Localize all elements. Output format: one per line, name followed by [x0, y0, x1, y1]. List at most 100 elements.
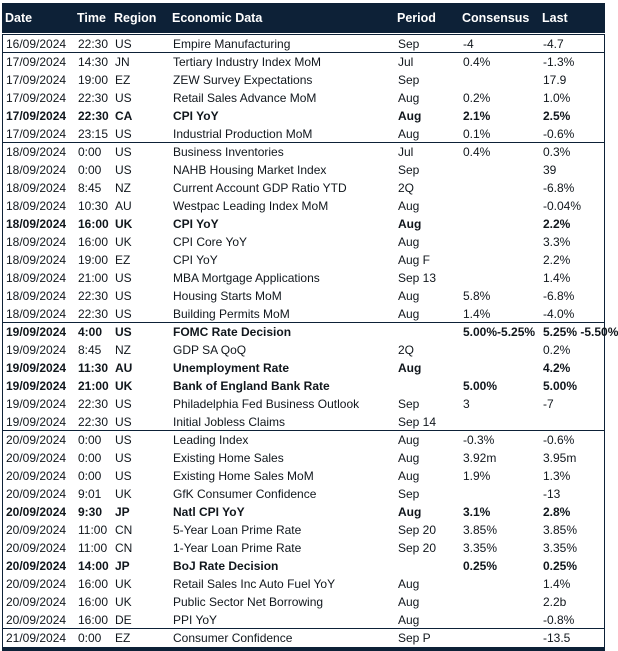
cell-consensus: -0.3% [463, 433, 495, 447]
cell-time: 22:30 [78, 109, 109, 123]
table-row: 17/09/2024 19:00 EZ ZEW Survey Expectations… [3, 71, 604, 89]
cell-period: Aug F [398, 253, 431, 267]
table-row: 19/09/2024 4:00 US FOMC Rate Decision 5.00%-… [3, 323, 618, 341]
cell-region: US [115, 271, 132, 285]
column-header-region: Region [114, 11, 157, 25]
cell-last: 39 [543, 163, 557, 177]
cell-date: 18/09/2024 [6, 289, 67, 303]
cell-date: 19/09/2024 [6, 325, 67, 339]
cell-date: 19/09/2024 [6, 361, 67, 375]
cell-time: 16:00 [78, 235, 109, 249]
cell-date: 16/09/2024 [6, 36, 67, 51]
cell-date: 18/09/2024 [6, 163, 67, 177]
cell-date: 18/09/2024 [6, 235, 67, 249]
cell-region: US [115, 126, 132, 141]
cell-last: 3.85% [543, 523, 578, 537]
cell-region: US [115, 289, 132, 303]
cell-time: 9:01 [78, 487, 102, 501]
cell-time: 23:15 [78, 126, 109, 141]
cell-last: 1.4% [543, 577, 571, 591]
table-row: 18/09/2024 22:30 US Building Permits MoM Aug… [3, 305, 604, 323]
cell-consensus: 3 [463, 397, 470, 411]
cell-date: 19/09/2024 [6, 397, 67, 411]
cell-period: Aug [398, 199, 420, 213]
table-row: 19/09/2024 11:30 AU Unemployment Rate Aug 4.2… [3, 359, 604, 377]
cell-last: 4.2% [543, 361, 571, 375]
cell-region: US [115, 145, 132, 159]
cell-time: 8:45 [78, 181, 102, 195]
cell-time: 0:00 [78, 631, 102, 645]
cell-event: Unemployment Rate [173, 361, 290, 375]
cell-period: Sep [398, 163, 420, 177]
cell-event: FOMC Rate Decision [173, 325, 292, 339]
cell-last: 17.9 [543, 73, 567, 87]
cell-time: 14:00 [78, 559, 109, 573]
cell-period: Sep 20 [398, 523, 437, 537]
cell-consensus: 0.25% [463, 559, 498, 573]
cell-last: -7 [543, 397, 554, 411]
column-header-last: Last [542, 11, 568, 25]
cell-region: US [115, 414, 132, 429]
cell-event: CPI YoY [173, 217, 219, 231]
cell-time: 16:00 [78, 577, 109, 591]
cell-event: Retail Sales Inc Auto Fuel YoY [173, 577, 336, 591]
cell-date: 19/09/2024 [6, 379, 67, 393]
cell-time: 14:30 [78, 55, 109, 69]
cell-last: 2.5% [543, 109, 571, 123]
cell-time: 22:30 [78, 91, 109, 105]
table-header-row: Date Time Region Economic Data Period Co… [2, 3, 605, 33]
cell-event: Tertiary Industry Index MoM [173, 55, 322, 69]
cell-date: 20/09/2024 [6, 451, 67, 465]
cell-event: Westpac Leading Index MoM [173, 199, 329, 213]
cell-consensus: 0.4% [463, 55, 491, 69]
cell-last: 5.25% -5.50% [543, 325, 618, 339]
economic-calendar-table: Date Time Region Economic Data Period Co… [2, 3, 618, 651]
cell-region: EZ [115, 253, 131, 267]
cell-time: 19:00 [78, 73, 109, 87]
table-row: 18/09/2024 16:00 UK CPI YoY Aug 2.2% [3, 215, 604, 233]
cell-time: 11:30 [78, 361, 109, 375]
cell-region: US [115, 306, 132, 321]
cell-event: Leading Index [173, 433, 249, 447]
cell-region: US [115, 325, 132, 339]
cell-consensus: 3.1% [463, 505, 491, 519]
cell-region: EZ [115, 73, 131, 87]
cell-time: 22:30 [78, 414, 109, 429]
cell-region: US [115, 91, 132, 105]
cell-time: 22:30 [78, 36, 109, 51]
cell-consensus: 5.00%-5.25% [463, 325, 536, 339]
cell-period: Aug [398, 451, 420, 465]
cell-region: CN [115, 523, 133, 537]
cell-period: Aug [398, 235, 420, 249]
cell-event: ZEW Survey Expectations [173, 73, 313, 87]
cell-time: 0:00 [78, 145, 102, 159]
cell-last: 0.2% [543, 343, 571, 357]
cell-time: 0:00 [78, 433, 102, 447]
cell-consensus: 0.1% [463, 126, 491, 141]
cell-last: -6.8% [543, 181, 575, 195]
table-row: 19/09/2024 8:45 NZ GDP SA QoQ 2Q 0.2% [3, 341, 604, 359]
cell-consensus: 0.2% [463, 91, 491, 105]
cell-event: Housing Starts MoM [173, 289, 282, 303]
cell-last: 3.3% [543, 235, 571, 249]
cell-last: -13 [543, 487, 561, 501]
cell-last: 2.2b [543, 595, 567, 609]
cell-last: 2.2% [543, 217, 571, 231]
cell-time: 0:00 [78, 163, 102, 177]
cell-time: 16:00 [78, 217, 109, 231]
cell-time: 11:00 [78, 541, 108, 555]
cell-region: US [115, 163, 132, 177]
cell-last: 2.2% [543, 253, 571, 267]
cell-consensus: 5.00% [463, 379, 498, 393]
column-header-date: Date [5, 11, 33, 25]
cell-event: Current Account GDP Ratio YTD [173, 181, 347, 195]
cell-time: 16:00 [78, 612, 109, 627]
table-row: 20/09/2024 11:00 CN 5-Year Loan Prime Rate S… [3, 521, 604, 539]
cell-event: Existing Home Sales [173, 451, 284, 465]
cell-event: BoJ Rate Decision [173, 559, 279, 573]
cell-date: 20/09/2024 [6, 595, 67, 609]
cell-date: 20/09/2024 [6, 523, 67, 537]
cell-region: NZ [115, 343, 131, 357]
cell-time: 0:00 [78, 451, 102, 465]
cell-event: Business Inventories [173, 145, 284, 159]
